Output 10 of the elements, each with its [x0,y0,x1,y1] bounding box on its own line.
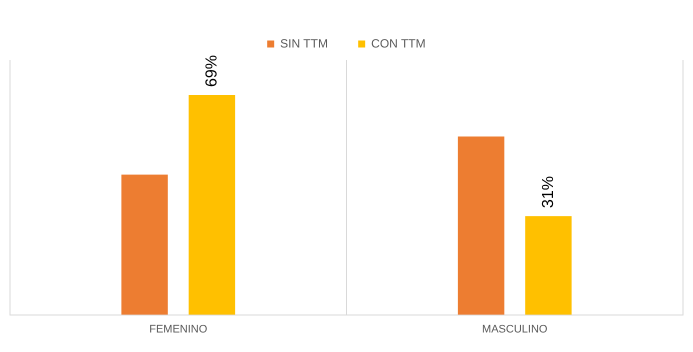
legend-label: SIN TTM [280,36,328,50]
bar [121,174,168,315]
x-tick-label: FEMENINO [149,323,208,336]
data-label: 69% [203,55,220,88]
data-label: 31% [540,176,557,208]
bar [188,95,236,315]
legend-label: CON TTM [371,36,426,50]
bar [458,136,504,315]
bar [525,216,572,315]
x-tick-label: MASCULINO [482,323,548,336]
